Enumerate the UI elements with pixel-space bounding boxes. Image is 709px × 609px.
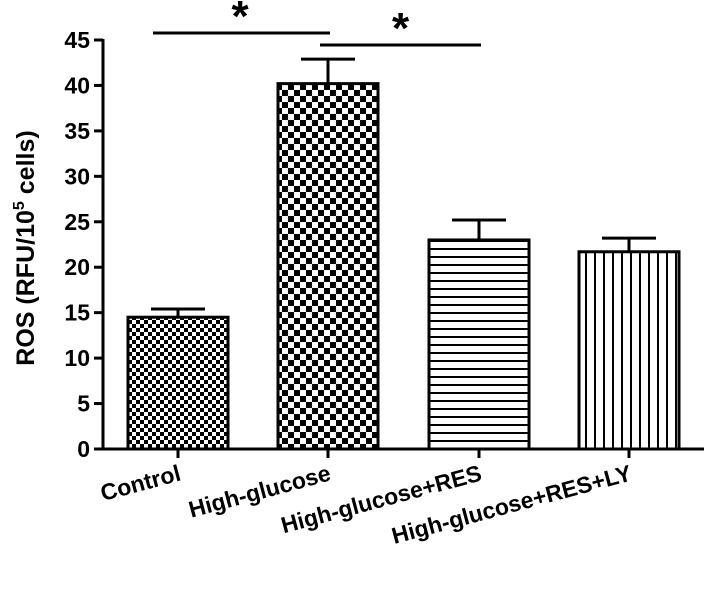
error-bars-group [151,57,656,318]
y-tick-label: 20 [64,254,90,280]
significance-star: * [392,4,410,53]
y-tick-label: 0 [77,436,90,462]
bar [427,238,531,451]
y-axis-label: ROS (RFU/105 cells) [11,130,40,365]
y-tick-label: 45 [64,27,90,53]
significance-group: * * [153,0,481,53]
category-labels-group: Control High-glucoseHigh-glucose+RESHigh-… [98,460,635,549]
bar [276,82,380,451]
bar [126,315,230,451]
category-label: Control [98,460,184,506]
y-tick-label: 5 [77,391,90,417]
y-tick-label: 10 [64,345,90,371]
bars-group [126,82,681,451]
y-axis: 0 5 10 15 20 25 30 35 40 45 [64,27,105,462]
y-tick-label: 15 [64,300,90,326]
y-tick-label: 25 [64,209,90,235]
bar [577,250,681,451]
y-tick-label: 35 [64,118,90,144]
y-tick-label: 40 [64,72,90,98]
y-tick-label: 30 [64,163,90,189]
significance-star: * [231,0,249,41]
